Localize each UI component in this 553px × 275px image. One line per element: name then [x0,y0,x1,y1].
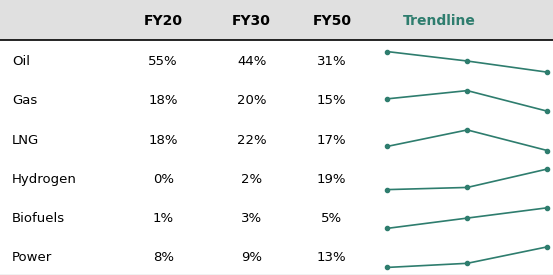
Text: 17%: 17% [317,134,347,147]
Text: LNG: LNG [12,134,39,147]
Text: 19%: 19% [317,173,347,186]
Text: FY20: FY20 [144,14,182,28]
FancyBboxPatch shape [0,0,553,40]
Text: 0%: 0% [153,173,174,186]
Text: 44%: 44% [237,55,267,68]
Text: 15%: 15% [317,94,347,108]
Text: FY30: FY30 [232,14,271,28]
Text: 20%: 20% [237,94,267,108]
Text: 18%: 18% [148,94,178,108]
Text: 31%: 31% [317,55,347,68]
Text: Trendline: Trendline [403,14,476,28]
Text: 18%: 18% [148,134,178,147]
Text: 5%: 5% [321,211,342,225]
Text: Power: Power [12,251,53,264]
Text: Oil: Oil [12,55,30,68]
Text: FY50: FY50 [312,14,351,28]
Text: 9%: 9% [241,251,262,264]
Text: 3%: 3% [241,211,262,225]
Text: Biofuels: Biofuels [12,211,65,225]
Text: 2%: 2% [241,173,262,186]
Text: 22%: 22% [237,134,267,147]
Text: 13%: 13% [317,251,347,264]
Text: 1%: 1% [153,211,174,225]
Text: 8%: 8% [153,251,174,264]
Text: Gas: Gas [12,94,38,108]
Text: Hydrogen: Hydrogen [12,173,77,186]
Text: 55%: 55% [148,55,178,68]
